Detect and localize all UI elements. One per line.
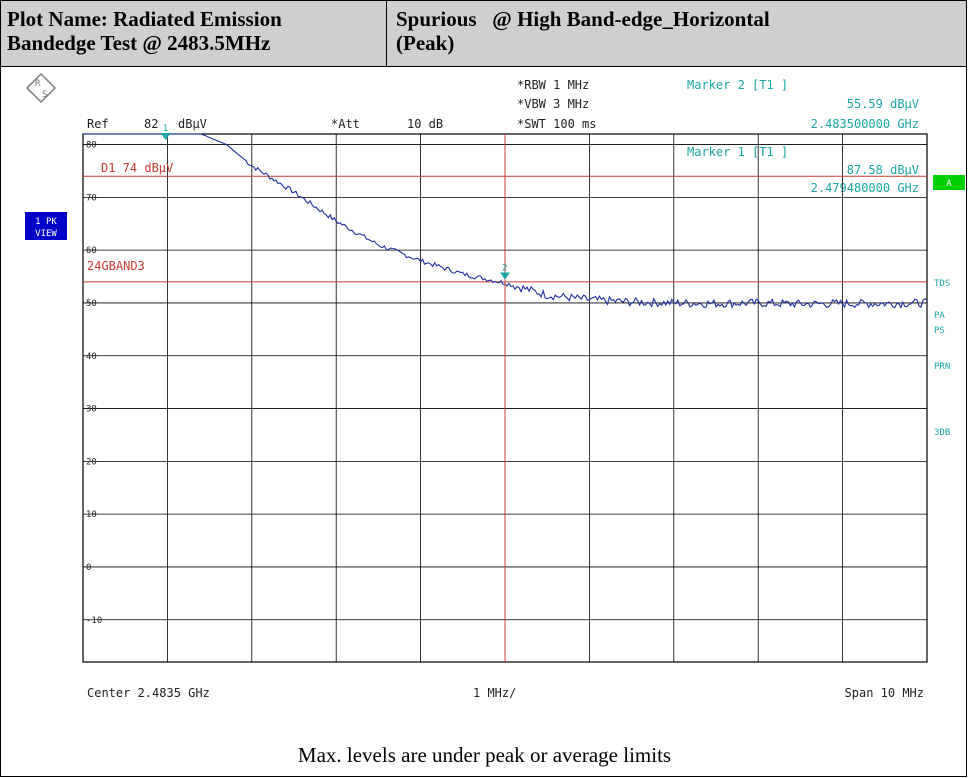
marker-1-triangle [160,133,171,140]
y-tick-labels: 80 70 60 50 40 30 20 10 0 -10 [86,141,102,626]
ref-value: 82 [144,117,158,131]
display-line-label: 24GBAND3 [87,259,145,273]
plot-description-cell: Spurious @ High Band-edge_Horizontal (Pe… [387,1,966,67]
rs-logo-icon: R S [25,72,57,104]
y-tick-label: 60 [86,246,97,256]
y-tick-label: 0 [86,563,91,573]
rbw-setting: *RBW 1 MHz [517,78,589,92]
marker1-title: Marker 1 [T1 ] [687,145,788,159]
svg-text:R: R [35,79,41,89]
y-tick-label: 50 [86,299,97,309]
center-frequency: Center 2.4835 GHz [87,686,210,700]
att-value: 10 dB [407,117,443,131]
trace-status-pk: 1 PK [35,217,57,227]
side-label-3db: 3DB [934,428,950,438]
y-tick-label: 10 [86,510,97,520]
side-label-a: A [946,179,952,189]
trace-status-view: VIEW [35,229,57,239]
spectrum-analyzer-screen: R S Ref 82 dBµV *Att 10 dB *RBW 1 MHz *V… [1,68,966,708]
marker-2-triangle [500,272,510,280]
plot-name-cell: Plot Name: Radiated Emission Bandedge Te… [1,1,387,67]
y-tick-label: 20 [86,457,97,467]
y-tick-label: 80 [86,141,97,151]
marker2-frequency: 2.483500000 GHz [811,117,919,131]
side-label-ps: PS [934,326,945,336]
plot-description-line-2: (Peak) [396,31,455,55]
swt-setting: *SWT 100 ms [517,117,596,131]
ref-label: Ref [87,117,109,131]
plot-name-line-2: Bandedge Test @ 2483.5MHz [7,31,271,55]
att-label: *Att [331,117,360,131]
side-label-pa: PA [934,311,945,321]
side-label-prn: PRN [934,362,950,372]
marker2-level: 55.59 dBµV [847,97,919,111]
marker2-title: Marker 2 [T1 ] [687,78,788,92]
marker-1-label: 1 [163,124,168,134]
a-status-box [933,175,965,190]
vbw-setting: *VBW 3 MHz [517,97,589,111]
plot-description-line-1: Spurious @ High Band-edge_Horizontal [396,7,770,31]
footer-note: Max. levels are under peak or average li… [297,743,672,767]
trace-status-box [25,212,67,240]
marker1-level: 87.58 dBµV [847,163,919,177]
y-tick-label: 30 [86,405,97,415]
y-tick-label: -10 [86,616,102,626]
marker-2-label: 2 [502,263,507,273]
y-tick-label: 70 [86,193,97,203]
frequency-per-division: 1 MHz/ [473,686,516,700]
spectrum-plot: R S Ref 82 dBµV *Att 10 dB *RBW 1 MHz *V… [25,72,965,700]
svg-text:S: S [42,90,47,100]
side-label-tds: TDS [934,279,950,289]
limit-label-d1: D1 74 dBµV [101,161,173,175]
ref-unit: dBµV [178,117,207,131]
marker1-frequency: 2.479480000 GHz [811,181,919,195]
span-frequency: Span 10 MHz [845,686,924,700]
y-tick-label: 40 [86,352,97,362]
markers: 12 [160,124,510,662]
plot-name-line-1: Plot Name: Radiated Emission [7,7,282,31]
